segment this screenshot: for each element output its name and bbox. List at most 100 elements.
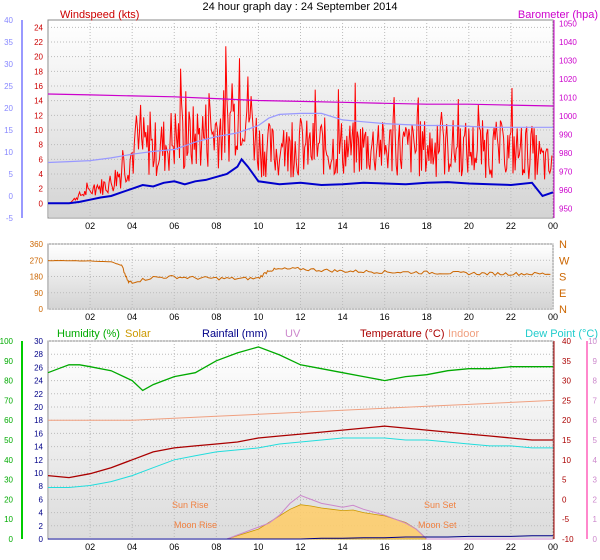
y-tick-label-windspeed: 4 [39,170,44,179]
y-tick-label-rain: 28 [34,350,43,359]
y-tick-label-uv: 9 [593,357,598,366]
windspeed-line-1 [48,157,554,205]
x-tick-label: 20 [464,312,474,322]
weather-panel: Humidity (%) Solar Rainfall (mm) UV Temp… [0,328,598,552]
y-tick-label-humidity: 20 [4,495,13,504]
y-tick-label-rain: 2 [39,522,44,531]
x-tick-label: 04 [127,312,137,322]
y-tick-label-windspeed: 2 [39,185,44,194]
uv-line [48,494,553,540]
y-tick-label-uv: 2 [593,495,598,504]
x-tick-label: 14 [338,312,348,322]
y-tick-label-outer: 5 [9,170,14,179]
x-tick-label: 22 [506,312,516,322]
y-tick-label-barometer: 990 [559,131,573,140]
dewpoint-line [48,437,553,488]
y-tick-label-outer: 40 [4,16,13,25]
x-tick-label: 20 [464,542,474,552]
y-tick-label-temperature: 0 [562,495,567,504]
x-tick-label: 02 [85,542,95,552]
x-tick-label: 02 [85,312,95,322]
x-tick-label: 06 [169,542,179,552]
temperature-label: Temperature (°C) [360,328,444,340]
dewpoint-label: Dew Point (°C) [525,328,598,340]
indoor-label: Indoor [448,328,480,340]
y-tick-label-rain: 8 [39,482,44,491]
x-tick-label: 10 [253,542,263,552]
y-tick-label-uv: 1 [593,515,598,524]
x-tick-label: 12 [295,221,305,231]
direction-grid [48,243,554,310]
y-tick-label-rain: 4 [39,509,44,518]
wind-panel: Windspeed (kts) Barometer (hpa) 02468101… [4,9,598,231]
y-tick-label-outer: 35 [4,38,13,47]
y-tick-label-windspeed: 8 [39,141,44,150]
y-tick-label-humidity: 70 [4,396,13,405]
y-tick-label-rain: 24 [34,377,43,386]
y-tick-label-direction: 360 [30,240,44,249]
x-tick-label: 18 [422,542,432,552]
y-tick-label-barometer: 1030 [559,57,577,66]
x-tick-label: 00 [548,312,558,322]
y-tick-label-humidity: 30 [4,476,13,485]
windspeed-label: Windspeed (kts) [60,9,139,21]
x-tick-label: 00 [548,221,558,231]
moon-set-label: Moon Set [418,520,457,530]
y-tick-label-rain: 14 [34,443,43,452]
y-tick-label-uv: 7 [593,396,598,405]
x-tick-label: 04 [127,221,137,231]
y-tick-label-humidity: 10 [4,515,13,524]
barometer-line-2 [47,93,554,107]
y-tick-label-humidity: 90 [4,357,13,366]
wind-axes: 024681012141618202224-505101520253035409… [4,16,577,231]
y-tick-label-windspeed: 6 [39,155,44,164]
y-tick-label-outer: 0 [9,192,14,201]
y-tick-label-uv: 3 [593,476,598,485]
y-tick-label-temperature: 10 [562,456,571,465]
y-tick-label-windspeed: 16 [34,82,43,91]
y-tick-label-outer: 25 [4,82,13,91]
page-title: 24 hour graph day : 24 September 2014 [202,1,397,13]
y-tick-label-direction: 180 [30,273,44,282]
compass-label: N [559,304,567,316]
y-tick-label-direction: 90 [34,289,43,298]
weather-axes: 0246810121416182022242628300102030405060… [0,337,598,552]
solar-label: Solar [125,328,151,340]
rainfall-line [48,535,553,540]
y-tick-label-uv: 0 [593,535,598,544]
moon-rise-label: Moon Rise [174,520,217,530]
compass-label: N [559,239,567,251]
y-tick-label-uv: 6 [593,416,598,425]
y-tick-label-rain: 12 [34,456,43,465]
y-tick-label-direction: 0 [39,305,44,314]
sun-rise-label: Sun Rise [172,500,209,510]
y-tick-label-barometer: 980 [559,149,573,158]
y-tick-label-rain: 20 [34,403,43,412]
uv-label: UV [285,328,301,340]
x-tick-label: 16 [380,542,390,552]
y-tick-label-rain: 26 [34,363,43,372]
y-tick-label-barometer: 1010 [559,94,577,103]
y-tick-label-rain: 30 [34,337,43,346]
x-tick-label: 18 [422,221,432,231]
y-tick-label-uv: 10 [588,337,597,346]
y-tick-label-windspeed: 24 [34,23,43,32]
y-tick-label-windspeed: 12 [34,111,43,120]
humidity-line [47,346,553,392]
y-tick-label-temperature: 35 [562,357,571,366]
sun-set-label: Sun Set [424,500,457,510]
windspeed-line [48,46,553,204]
y-tick-label-barometer: 960 [559,186,573,195]
x-tick-label: 14 [338,221,348,231]
barometer-label: Barometer (hpa) [518,9,598,21]
temperature-line [47,425,553,479]
y-tick-label-rain: 22 [34,390,43,399]
x-tick-label: 10 [253,312,263,322]
y-tick-label-humidity: 80 [4,377,13,386]
x-tick-label: 10 [253,221,263,231]
x-tick-label: 12 [295,312,305,322]
x-tick-label: 20 [464,221,474,231]
x-tick-label: 06 [169,221,179,231]
